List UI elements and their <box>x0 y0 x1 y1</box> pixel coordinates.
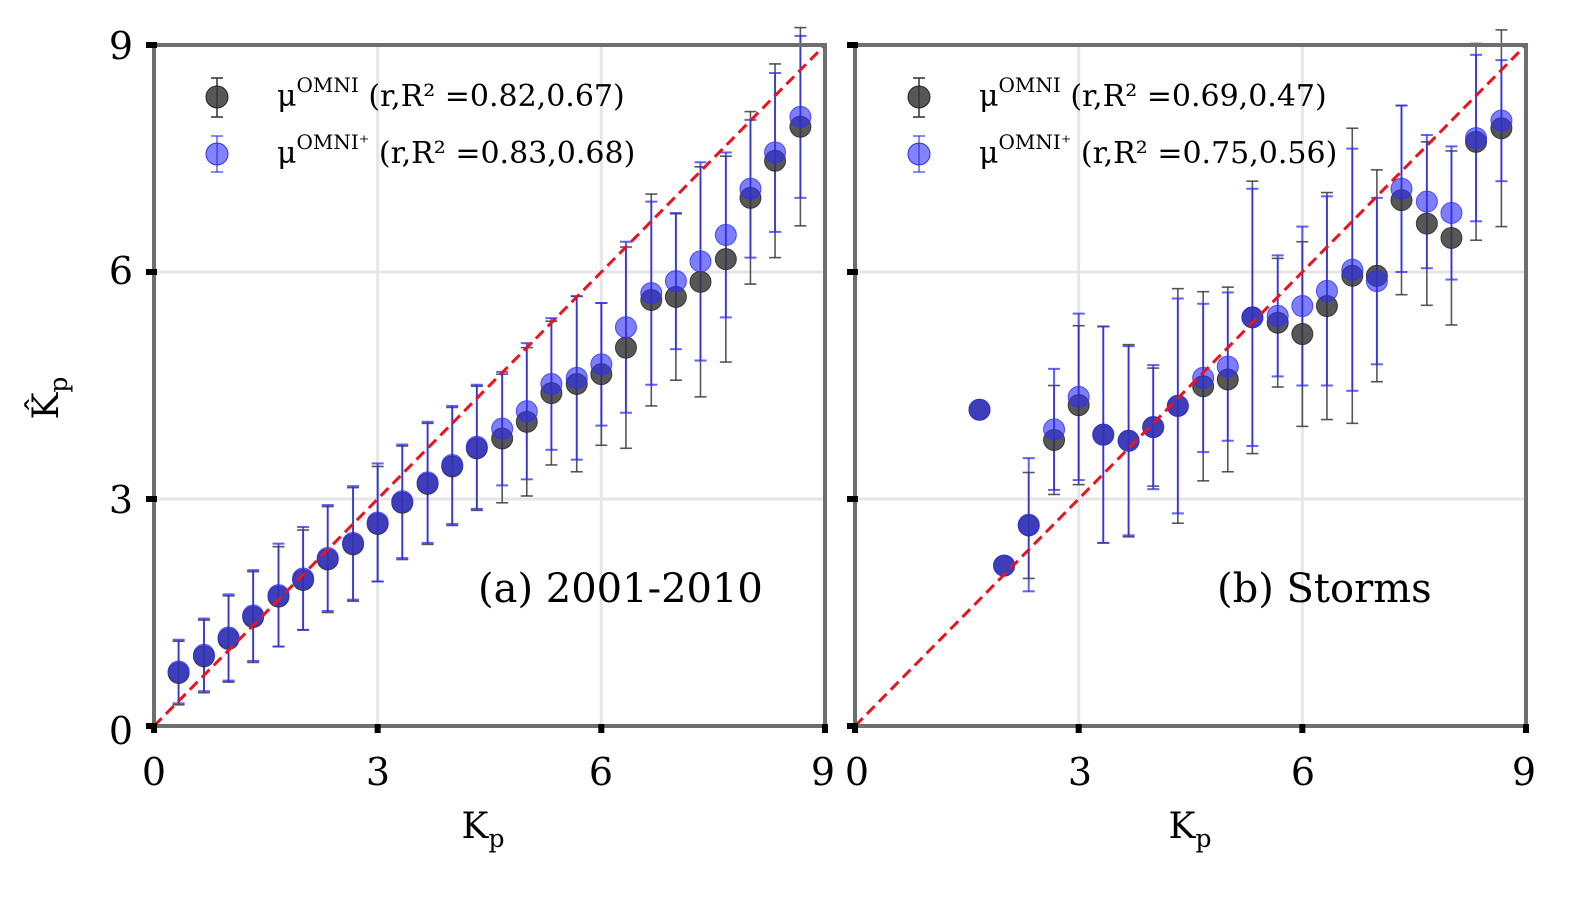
panel-a-frame <box>152 43 827 728</box>
panel-b-identity-line <box>853 43 1528 728</box>
panel-b-point-omni-plus <box>1117 429 1140 452</box>
panel-a-point-omni-plus <box>590 353 613 376</box>
panel-b-x-tick-label-6: 6 <box>1291 750 1315 794</box>
y-tick-label-9: 9 <box>109 24 133 68</box>
panel-b-point-omni <box>1291 323 1314 346</box>
panel-b-point-omni-plus <box>1365 270 1388 293</box>
panel-a-point-omni <box>689 270 712 293</box>
panel-a-ticks <box>146 42 828 733</box>
panel-b-ticks <box>847 42 1529 733</box>
panel-a-point-omni-plus <box>242 604 265 627</box>
panel-a-annotation: (a) 2001-2010 <box>478 566 763 612</box>
panel-a-x-tick-labels: 0 3 6 9 <box>142 750 835 794</box>
panel-a-x-tick-label-9: 9 <box>811 750 835 794</box>
panel-a-point-omni-plus <box>342 531 365 554</box>
svg-text:μOMNI (r,R² =0.82,0.67): μOMNI (r,R² =0.82,0.67) <box>277 73 625 114</box>
panel-a-point-omni-plus <box>167 660 190 683</box>
panel-a-identity-line <box>152 43 827 728</box>
panel-a-point-omni-plus <box>565 366 588 389</box>
panel-b-point-omni <box>1440 226 1463 249</box>
panel-a-point-omni-plus <box>664 270 687 293</box>
svg-text:μOMNI⁺ (r,R² =0.83,0.68): μOMNI⁺ (r,R² =0.83,0.68) <box>277 130 635 171</box>
panel-a-point-omni-plus <box>515 400 538 423</box>
panel-a-point-omni <box>714 248 737 271</box>
panel-b: 0 3 6 9 Kp (b) Storms μOMNI (r,R² =0.69,… <box>845 29 1536 853</box>
y-tick-label-0: 0 <box>109 709 133 753</box>
panel-a: 0 3 6 9 Kp (a) 2001-2010 μOMNI (r,R² =0.… <box>142 26 835 853</box>
panel-a-point-omni-plus <box>789 105 812 128</box>
legend-marker-omni <box>205 85 229 109</box>
panel-a-point-omni-plus <box>640 282 663 305</box>
panel-b-point-omni-plus <box>1142 416 1165 439</box>
panel-a-x-tick-label-3: 3 <box>366 750 390 794</box>
panel-a-point-omni-plus <box>441 453 464 476</box>
panel-a-point-omni-plus <box>416 471 439 494</box>
legend-marker-omni <box>907 85 931 109</box>
panel-a-point-omni-plus <box>614 316 637 339</box>
panel-b-frame <box>853 43 1528 728</box>
panel-b-point-omni-plus <box>1490 109 1513 132</box>
panel-b-x-tick-label-3: 3 <box>1068 750 1092 794</box>
svg-text:μOMNI (r,R² =0.69,0.47): μOMNI (r,R² =0.69,0.47) <box>979 73 1327 114</box>
panel-b-x-axis-label: Kp <box>1169 806 1212 853</box>
panel-b-point-omni-plus <box>1465 127 1488 150</box>
panel-b-point-omni-plus <box>1216 355 1239 378</box>
panel-b-point-omni-plus <box>1017 513 1040 536</box>
panel-b-x-tick-labels: 0 3 6 9 <box>845 750 1536 794</box>
legend-entry-omni-plus: μOMNI⁺ (r,R² =0.83,0.68) <box>205 130 635 173</box>
panel-b-point-omni-plus <box>1192 366 1215 389</box>
y-tick-labels: 0 3 6 9 <box>109 24 133 753</box>
panel-a-point-omni-plus <box>267 584 290 607</box>
panel-a-points <box>167 105 812 685</box>
panel-a-point-omni-plus <box>689 250 712 273</box>
panel-a-point-omni-plus <box>764 141 787 164</box>
panel-b-point-omni-plus <box>968 398 991 421</box>
panel-a-point-omni <box>614 336 637 359</box>
panel-a-point-omni-plus <box>714 223 737 246</box>
panel-a-point-omni-plus <box>366 511 389 534</box>
y-tick-label-3: 3 <box>109 478 133 522</box>
panel-b-point-omni-plus <box>1166 394 1189 417</box>
panel-a-x-tick-label-0: 0 <box>142 750 166 794</box>
panel-a-point-omni-plus <box>739 177 762 200</box>
panel-a-point-omni-plus <box>391 490 414 513</box>
y-axis-label: K̂p <box>24 377 73 420</box>
legend-entry-omni: μOMNI (r,R² =0.82,0.67) <box>205 73 625 118</box>
panel-a-point-omni-plus <box>217 626 240 649</box>
panel-b-point-omni-plus <box>1067 385 1090 408</box>
panel-b-legend: μOMNI (r,R² =0.69,0.47) μOMNI⁺ (r,R² =0.… <box>907 73 1337 173</box>
panel-b-point-omni-plus <box>1291 295 1314 318</box>
y-tick-label-6: 6 <box>109 249 133 293</box>
panel-a-legend: μOMNI (r,R² =0.82,0.67) μOMNI⁺ (r,R² =0.… <box>205 73 635 173</box>
panel-b-point-omni-plus <box>1341 258 1364 281</box>
panel-b-point-omni-plus <box>1415 190 1438 213</box>
panel-a-point-omni-plus <box>540 372 563 395</box>
panel-b-x-tick-label-9: 9 <box>1512 750 1536 794</box>
panel-b-points <box>968 109 1513 577</box>
panel-b-point-omni-plus <box>1266 304 1289 327</box>
panel-b-point-omni-plus <box>1390 177 1413 200</box>
legend-entry-omni: μOMNI (r,R² =0.69,0.47) <box>907 73 1327 118</box>
panel-b-point-omni <box>1415 212 1438 235</box>
legend-marker-omni-plus <box>205 142 229 166</box>
svg-text:μOMNI⁺ (r,R² =0.75,0.56): μOMNI⁺ (r,R² =0.75,0.56) <box>979 130 1337 171</box>
panel-a-point-omni-plus <box>465 435 488 458</box>
panel-b-point-omni-plus <box>1043 418 1066 441</box>
panel-b-point-omni-plus <box>1241 306 1264 329</box>
panel-a-x-axis-label: Kp <box>462 806 505 853</box>
panel-b-x-tick-label-0: 0 <box>845 750 869 794</box>
panel-a-point-omni-plus <box>192 643 215 666</box>
panel-b-point-omni-plus <box>1315 279 1338 302</box>
panel-b-point-omni-plus <box>1092 423 1115 446</box>
panel-a-point-omni-plus <box>292 567 315 590</box>
panel-a-point-omni-plus <box>491 417 514 440</box>
panel-b-point-omni-plus <box>1440 201 1463 224</box>
panel-a-x-tick-label-6: 6 <box>589 750 613 794</box>
legend-marker-omni-plus <box>907 142 931 166</box>
panel-a-point-omni-plus <box>316 547 339 570</box>
panel-b-annotation: (b) Storms <box>1217 566 1432 612</box>
legend-entry-omni-plus: μOMNI⁺ (r,R² =0.75,0.56) <box>907 130 1337 173</box>
